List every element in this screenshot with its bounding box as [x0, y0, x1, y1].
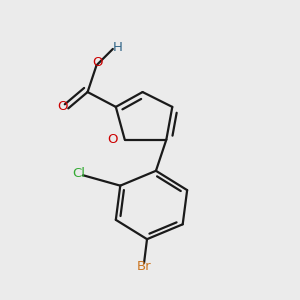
- Text: H: H: [112, 41, 122, 54]
- Text: Br: Br: [137, 260, 152, 273]
- Text: O: O: [58, 100, 68, 113]
- Text: Cl: Cl: [72, 167, 85, 180]
- Text: O: O: [93, 56, 103, 69]
- Text: O: O: [107, 133, 118, 146]
